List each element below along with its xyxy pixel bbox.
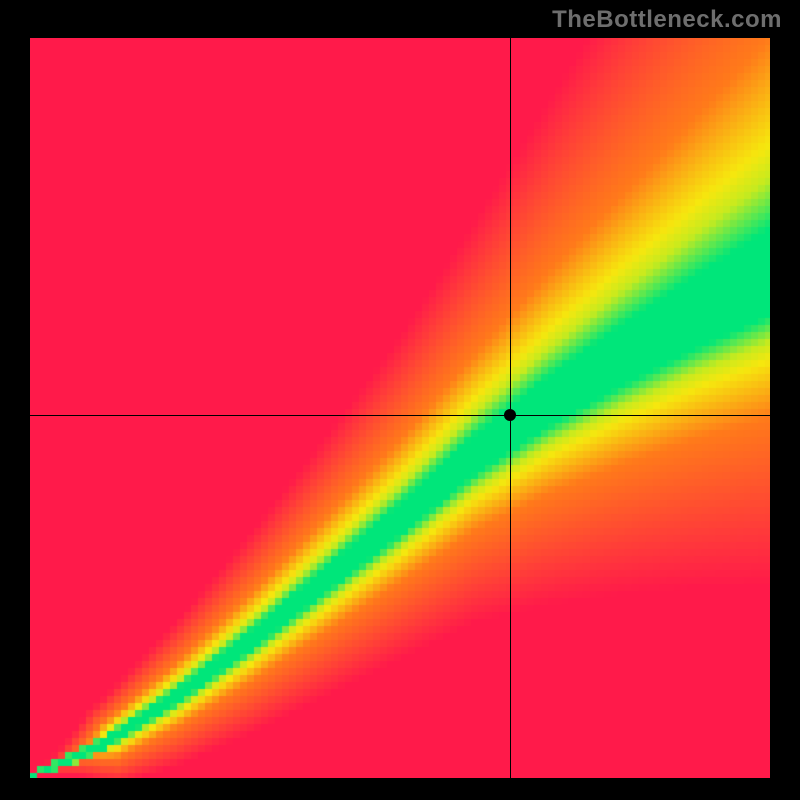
selection-marker[interactable] xyxy=(504,409,516,421)
crosshair-horizontal xyxy=(30,415,770,416)
crosshair-vertical xyxy=(510,38,511,778)
plot-area xyxy=(30,38,770,778)
bottleneck-heatmap xyxy=(30,38,770,778)
watermark-text: TheBottleneck.com xyxy=(552,6,782,34)
